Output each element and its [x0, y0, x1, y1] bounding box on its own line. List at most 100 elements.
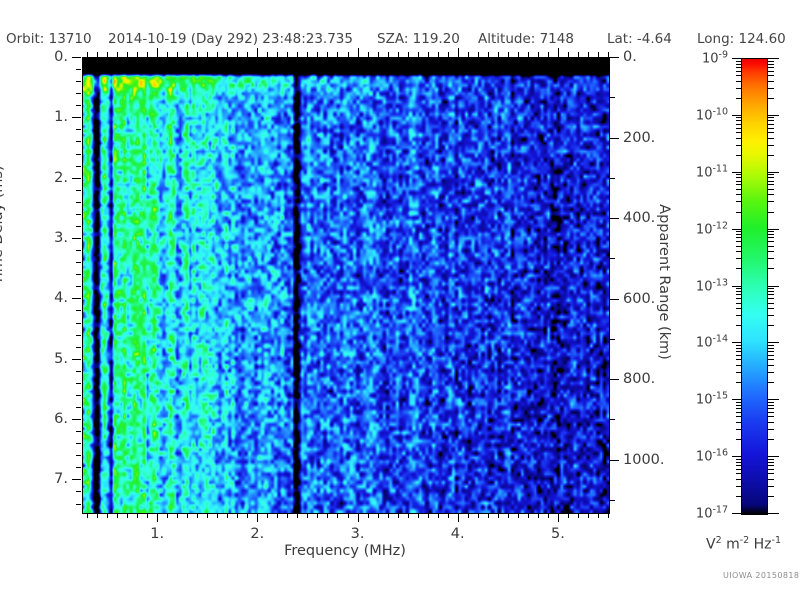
- x-minor-tick: [378, 513, 379, 518]
- y-minor-tick: [76, 383, 81, 384]
- x-minor-tick-top: [508, 52, 509, 57]
- x-minor-tick-top: [97, 52, 98, 57]
- x-minor-tick: [97, 513, 98, 518]
- colorbar-minor-tick: [736, 402, 741, 403]
- colorbar-minor-tick: [736, 429, 741, 430]
- colorbar-minor-tick-right: [768, 194, 774, 195]
- colorbar-minor-tick-right: [768, 138, 774, 139]
- x-minor-tick: [588, 513, 589, 518]
- colorbar-minor-tick-right: [768, 298, 774, 299]
- colorbar-minor-tick: [736, 405, 741, 406]
- x-minor-tick: [267, 513, 268, 518]
- x-minor-tick-top: [267, 52, 268, 57]
- colorbar-minor-tick-right: [768, 479, 774, 480]
- y2-minor-tick: [610, 419, 615, 420]
- x-minor-tick: [167, 513, 168, 518]
- colorbar-minor-tick-right: [768, 469, 774, 470]
- x-minor-tick: [528, 513, 529, 518]
- y-minor-tick: [76, 166, 81, 167]
- colorbar-major-tick: [732, 456, 741, 457]
- y-major-tick: [72, 57, 81, 58]
- x-minor-tick-top: [488, 52, 489, 57]
- colorbar-tick-label: 10-11: [695, 163, 728, 181]
- x-minor-tick-top: [227, 52, 228, 57]
- colorbar-minor-tick: [736, 124, 741, 125]
- colorbar-minor-tick: [736, 345, 741, 346]
- x-minor-tick: [87, 513, 88, 518]
- colorbar-minor-tick-right: [768, 155, 774, 156]
- colorbar-minor-tick-right: [768, 145, 774, 146]
- colorbar-minor-tick: [736, 212, 741, 213]
- x-minor-tick: [247, 513, 248, 518]
- colorbar-minor-tick-right: [768, 439, 774, 440]
- x-minor-tick-top: [518, 52, 519, 57]
- y2-major-tick: [610, 379, 619, 380]
- x-minor-tick-top: [378, 52, 379, 57]
- colorbar-minor-tick-right: [768, 402, 774, 403]
- credit-footer: UIOWA 20150818: [723, 571, 800, 580]
- colorbar-tick-label: 10-17: [695, 504, 728, 522]
- colorbar-minor-tick: [736, 88, 741, 89]
- colorbar-minor-tick-right: [768, 325, 774, 326]
- colorbar-minor-tick: [736, 258, 741, 259]
- colorbar-minor-tick: [736, 365, 741, 366]
- colorbar-major-tick-right: [768, 229, 779, 230]
- y-minor-tick: [76, 190, 81, 191]
- colorbar-minor-tick-right: [768, 88, 774, 89]
- y2-tick-label: 200.: [623, 129, 656, 146]
- colorbar-minor-tick-right: [768, 128, 774, 129]
- x-minor-tick: [107, 513, 108, 518]
- y-minor-tick: [76, 347, 81, 348]
- y-tick-label: 2.: [54, 169, 68, 186]
- colorbar-minor-tick-right: [768, 181, 774, 182]
- y-major-tick: [72, 117, 81, 118]
- x-minor-tick-top: [548, 52, 549, 57]
- x-minor-tick-top: [87, 52, 88, 57]
- header-datetime: 2014-10-19 (Day 292) 23:48:23.735: [108, 31, 353, 47]
- colorbar-minor-tick: [736, 496, 741, 497]
- y2-minor-tick: [610, 178, 615, 179]
- colorbar-minor-tick: [736, 465, 741, 466]
- colorbar-minor-tick-right: [768, 345, 774, 346]
- x-minor-tick-top: [307, 52, 308, 57]
- y2-major-tick: [610, 138, 619, 139]
- colorbar-minor-tick-right: [768, 61, 774, 62]
- x-minor-tick: [348, 513, 349, 518]
- colorbar-minor-tick: [736, 138, 741, 139]
- y2-tick-label: 800.: [623, 371, 656, 388]
- colorbar-minor-tick: [736, 355, 741, 356]
- x-major-tick: [558, 513, 559, 522]
- x-minor-tick: [398, 513, 399, 518]
- header-latitude: Lat: -4.64: [607, 31, 672, 47]
- x-minor-tick: [197, 513, 198, 518]
- colorbar-minor-tick: [736, 132, 741, 133]
- colorbar-minor-tick: [736, 128, 741, 129]
- colorbar-minor-tick-right: [768, 177, 774, 178]
- plot-header: Orbit: 13710 2014-10-19 (Day 292) 23:48:…: [0, 31, 800, 49]
- y-minor-tick: [76, 395, 81, 396]
- x-minor-tick-top: [588, 52, 589, 57]
- colorbar-minor-tick-right: [768, 71, 774, 72]
- colorbar-minor-tick-right: [768, 174, 774, 175]
- colorbar-major-tick: [732, 399, 741, 400]
- x-minor-tick: [327, 513, 328, 518]
- y-minor-tick: [76, 323, 81, 324]
- y2-major-tick: [610, 299, 619, 300]
- y-minor-tick: [76, 81, 81, 82]
- y2-minor-tick: [610, 97, 615, 98]
- colorbar-minor-tick: [736, 67, 741, 68]
- colorbar-major-tick: [732, 286, 741, 287]
- y-minor-tick: [76, 407, 81, 408]
- colorbar-minor-tick: [736, 315, 741, 316]
- colorbar-minor-tick-right: [768, 64, 774, 65]
- x-minor-tick: [217, 513, 218, 518]
- colorbar-minor-tick-right: [768, 416, 774, 417]
- x-minor-tick: [568, 513, 569, 518]
- y2-minor-tick: [610, 339, 615, 340]
- colorbar-minor-tick: [736, 81, 741, 82]
- colorbar-minor-tick: [736, 155, 741, 156]
- x-minor-tick-top: [398, 52, 399, 57]
- y-minor-tick: [76, 286, 81, 287]
- colorbar-major-tick: [732, 58, 741, 59]
- colorbar-minor-tick-right: [768, 98, 774, 99]
